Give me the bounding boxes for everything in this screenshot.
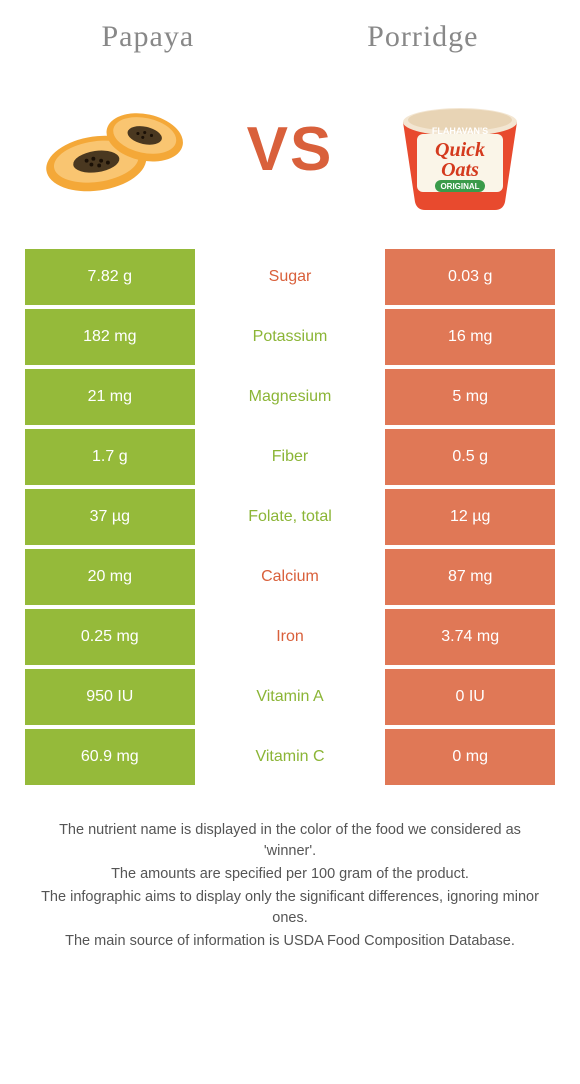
brand-line3: Oats — [441, 159, 479, 181]
nutrient-label: Iron — [195, 609, 386, 665]
brand-badge: ORIGINAL — [440, 182, 479, 191]
nutrient-row: 21 mgMagnesium5 mg — [25, 369, 555, 425]
nutrient-label: Vitamin C — [195, 729, 386, 785]
nutrient-row: 20 mgCalcium87 mg — [25, 549, 555, 605]
nutrient-table: 7.82 gSugar0.03 g182 mgPotassium16 mg21 … — [25, 249, 555, 785]
nutrient-row: 0.25 mgIron3.74 mg — [25, 609, 555, 665]
nutrient-label: Sugar — [195, 249, 386, 305]
value-right: 16 mg — [385, 309, 555, 365]
value-right: 0 mg — [385, 729, 555, 785]
nutrient-row: 7.82 gSugar0.03 g — [25, 249, 555, 305]
nutrient-row: 60.9 mgVitamin C0 mg — [25, 729, 555, 785]
brand-line2: Quick — [435, 139, 485, 161]
title-left: Papaya — [102, 20, 195, 54]
value-left: 182 mg — [25, 309, 195, 365]
value-right: 0.03 g — [385, 249, 555, 305]
nutrient-label: Potassium — [195, 309, 386, 365]
value-left: 7.82 g — [25, 249, 195, 305]
title-right: Porridge — [367, 20, 478, 54]
vs-label: VS — [247, 114, 334, 185]
value-left: 0.25 mg — [25, 609, 195, 665]
value-left: 37 µg — [25, 489, 195, 545]
nutrient-label: Calcium — [195, 549, 386, 605]
titles-row: Papaya Porridge — [15, 20, 565, 54]
nutrient-row: 37 µgFolate, total12 µg — [25, 489, 555, 545]
nutrient-row: 182 mgPotassium16 mg — [25, 309, 555, 365]
papaya-image — [40, 84, 200, 214]
footnote-line: The infographic aims to display only the… — [35, 887, 545, 929]
porridge-image: FLAHAVAN'S Quick Oats ORIGINAL — [380, 84, 540, 214]
images-row: VS FLAHAVAN'S Quick Oats ORIGINAL — [15, 84, 565, 214]
value-left: 1.7 g — [25, 429, 195, 485]
footnote-line: The amounts are specified per 100 gram o… — [35, 864, 545, 885]
value-right: 87 mg — [385, 549, 555, 605]
value-left: 950 IU — [25, 669, 195, 725]
nutrient-label: Vitamin A — [195, 669, 386, 725]
value-right: 5 mg — [385, 369, 555, 425]
value-left: 20 mg — [25, 549, 195, 605]
value-right: 0.5 g — [385, 429, 555, 485]
footnote-line: The nutrient name is displayed in the co… — [35, 820, 545, 862]
value-right: 3.74 mg — [385, 609, 555, 665]
nutrient-row: 950 IUVitamin A0 IU — [25, 669, 555, 725]
value-left: 60.9 mg — [25, 729, 195, 785]
footnotes: The nutrient name is displayed in the co… — [15, 820, 565, 952]
value-left: 21 mg — [25, 369, 195, 425]
value-right: 12 µg — [385, 489, 555, 545]
nutrient-row: 1.7 gFiber0.5 g — [25, 429, 555, 485]
footnote-line: The main source of information is USDA F… — [35, 931, 545, 952]
nutrient-label: Fiber — [195, 429, 386, 485]
nutrient-label: Folate, total — [195, 489, 386, 545]
value-right: 0 IU — [385, 669, 555, 725]
nutrient-label: Magnesium — [195, 369, 386, 425]
brand-line1: FLAHAVAN'S — [432, 126, 488, 136]
